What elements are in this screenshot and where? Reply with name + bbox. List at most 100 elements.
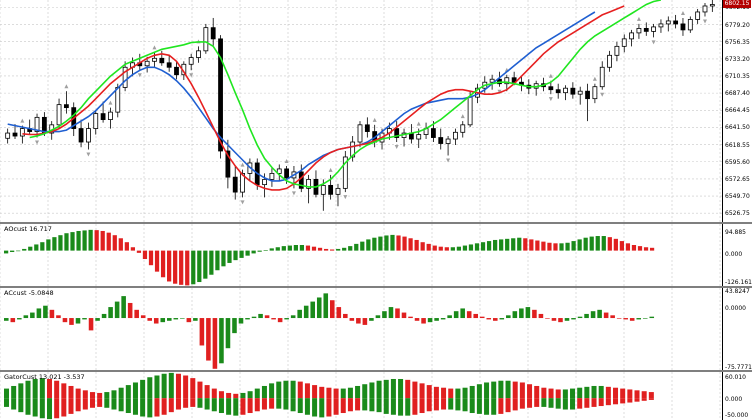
gator-bar [132,382,138,399]
gator-bar [183,375,189,399]
ac-bar [212,318,218,369]
ac-bar [616,318,622,319]
ao-bar [372,237,377,251]
gator-bar-lower [211,398,217,412]
ac-bar [356,318,361,324]
gator-bar-lower [175,398,181,410]
gator-scale[interactable]: 60.010 0.000 -50.000 [722,372,752,420]
ac-bar [147,318,153,321]
gator-bar-lower [269,398,275,409]
price-tick-label: 6595.60 [725,158,750,166]
gator-bar [347,387,353,399]
ao-bar [529,239,534,251]
gator-bar-lower [125,398,131,414]
gator-indicator-pane[interactable]: GatorCust 13.021 -3.537 60.010 0.000 -50… [0,372,752,420]
gator-bar-lower [448,398,454,410]
fractal-down-marker [600,92,605,97]
ac-bar [343,313,348,319]
gator-bar-lower [111,398,117,410]
ao-bar [130,247,136,251]
gator-bar [247,391,253,399]
candle-body [431,128,436,138]
ac-histogram-svg[interactable] [0,288,722,370]
gator-indicator-title: GatorCust 13.021 -3.537 [4,373,85,381]
ao-bar [191,250,196,285]
ao-bar [384,235,389,251]
gator-bar-lower [426,398,432,412]
ac-bar [427,318,433,323]
gator-bar-lower [54,398,60,419]
gator-histogram-svg[interactable] [0,372,722,420]
price-scale[interactable]: 6802.15 6779.20 6756.35 6733.20 6710.35 6687.… [722,0,752,222]
gator-bar [154,375,160,399]
price-tick-label: 6572.65 [725,175,750,183]
price-chart-pane[interactable]: 6802.15 6779.20 6756.35 6733.20 6710.35 6687.… [0,0,752,222]
gator-bar [111,390,117,399]
gator-bar [312,385,318,399]
fractal-up-marker [548,73,553,78]
alligator-teeth-line [22,5,625,191]
gator-bar [476,384,482,399]
ao-bar [305,245,311,251]
ao-bar [275,247,280,251]
ao-bar [88,229,93,251]
fractal-up-marker [240,162,245,167]
price-tick-label: 6618.55 [725,141,750,149]
ao-indicator-pane[interactable]: AOcust 16.717 94.885 0.000 -126.161 [0,224,752,286]
candle-body [460,124,466,133]
gator-bar-lower [61,398,67,417]
ac-bar [479,316,485,319]
ac-bar [369,318,374,321]
ao-bar [402,236,407,251]
ao-bar [541,241,546,251]
pane-separator[interactable] [0,222,752,224]
ao-bar [124,242,129,251]
price-tick-label: 6664.45 [725,107,750,115]
ao-bar [523,238,528,251]
gator-bar-lower [347,398,353,412]
ao-bar [227,250,232,263]
ao-bar [22,248,27,251]
gator-bar-lower [68,398,74,414]
alligator-lips-line [29,0,662,188]
gator-bar-lower [197,398,203,408]
ac-bar [251,316,257,319]
ao-scale-min: -126.161 [725,279,752,286]
ao-scale[interactable]: 94.885 0.000 -126.161 [722,224,752,286]
candle-body [78,128,84,143]
gator-bar-lower [218,398,224,414]
ac-bar [349,318,355,321]
gator-bar [4,388,10,399]
ac-bar [160,318,166,323]
ao-histogram-svg[interactable] [0,224,722,286]
ao-bar [142,250,148,260]
gator-bar [412,381,418,399]
gator-bar [641,391,647,399]
ac-indicator-pane[interactable]: ACcust -5.0848 43.8247 0.0000 -75.7771 [0,288,752,371]
candle-body [159,57,165,64]
ac-bar [43,305,48,319]
ac-bar [499,318,505,320]
ao-bar [317,247,323,251]
ao-bar [100,230,105,251]
gator-bar [527,384,533,399]
candle-body [577,90,583,95]
fractal-up-marker [64,84,69,89]
gator-bar-lower [226,398,232,415]
ao-bar [148,250,154,266]
gator-bar [469,385,475,399]
price-chart-svg[interactable] [0,0,722,222]
gator-bar [140,379,146,399]
gator-bar [32,378,38,399]
candle-body [225,150,231,178]
ac-scale[interactable]: 43.8247 0.0000 -75.7771 [722,288,752,371]
pane-separator[interactable] [0,370,752,372]
ao-scale-zero: 0.000 [725,251,743,258]
ac-bar [167,318,172,321]
ao-bar [263,250,268,251]
pane-separator[interactable] [0,286,752,288]
ao-bar [499,239,504,251]
gator-bar [204,385,210,399]
ao-bar [269,248,274,251]
